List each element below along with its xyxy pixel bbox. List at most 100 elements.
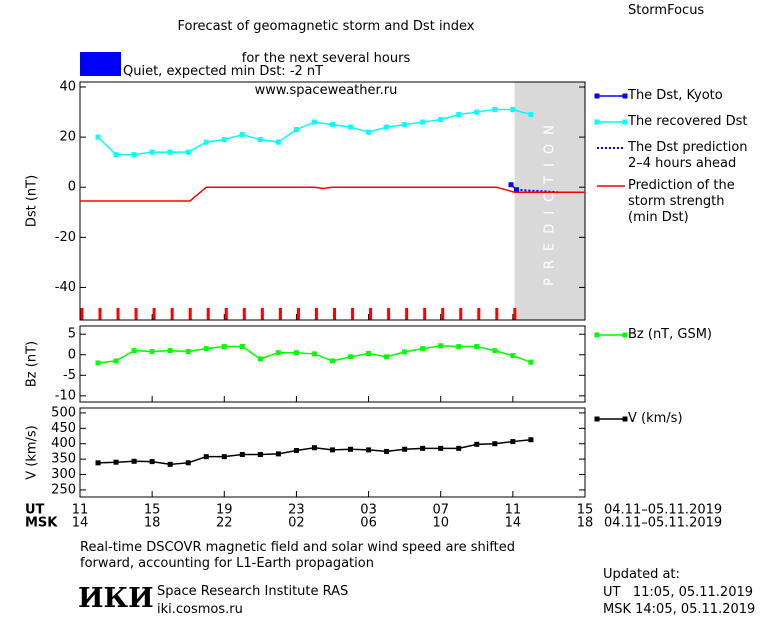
point <box>311 445 317 451</box>
legend-entry: Bz (nT, GSM) <box>628 327 713 342</box>
x-tick-label: 15 <box>144 503 161 518</box>
prediction-label: PREDICTION <box>542 116 557 286</box>
legend-icon <box>622 416 628 422</box>
x-tick-label: 11 <box>505 503 522 518</box>
point <box>508 182 514 188</box>
brand: StormFocus <box>628 3 705 18</box>
point <box>113 358 119 364</box>
point <box>131 348 137 354</box>
x-tick-label: 14 <box>72 516 89 531</box>
legend-entry: The Dst, Kyoto <box>628 88 723 103</box>
point <box>492 348 498 354</box>
y-tick-label: 5 <box>68 327 76 342</box>
point <box>293 127 299 133</box>
title-line: www.spaceweather.ru <box>254 83 398 98</box>
institute: Space Research Institute RAS <box>157 584 349 599</box>
point <box>348 354 354 360</box>
y-axis-label: Dst (nT) <box>25 175 40 227</box>
point <box>275 350 281 356</box>
point <box>167 348 173 354</box>
point <box>384 124 390 130</box>
point <box>510 353 516 359</box>
y-tick-label: 250 <box>51 482 76 497</box>
x-tick-label: 07 <box>432 503 449 518</box>
title-line: Forecast of geomagnetic storm and Dst in… <box>177 19 475 34</box>
point <box>257 356 263 362</box>
series-line <box>98 438 531 466</box>
logo: ИКИ <box>78 583 154 614</box>
point <box>95 460 101 466</box>
point <box>456 112 462 118</box>
x-tick-label: 14 <box>505 516 522 531</box>
x-tick-label: 06 <box>360 516 377 531</box>
y-tick-label: -10 <box>55 388 76 403</box>
legend-icon <box>594 119 600 125</box>
point <box>131 458 137 464</box>
point <box>257 137 263 143</box>
y-tick-label: -5 <box>63 368 76 383</box>
site: iki.cosmos.ru <box>157 602 243 617</box>
point <box>420 346 426 352</box>
frame <box>79 407 586 498</box>
point <box>239 344 245 350</box>
point <box>330 122 335 128</box>
point <box>275 139 281 145</box>
point <box>456 445 462 451</box>
point <box>131 152 137 158</box>
point <box>528 112 534 118</box>
point <box>528 437 534 443</box>
x-tick-label: 18 <box>577 516 594 531</box>
point <box>348 446 354 452</box>
updated: UT 11:05, 05.11.2019 <box>603 585 754 600</box>
y-tick-label: 0 <box>68 347 76 362</box>
legend-icon <box>594 416 600 422</box>
title: Forecast of geomagnetic storm and Dst in… <box>120 3 532 115</box>
point <box>330 358 335 364</box>
x-tick-label: 03 <box>360 503 377 518</box>
point <box>149 348 155 354</box>
point <box>257 452 263 458</box>
point <box>402 446 408 452</box>
date-range: 04.11–05.11.2019 <box>604 516 722 531</box>
y-tick-label: -20 <box>55 230 76 245</box>
legend-icon <box>594 332 600 338</box>
legend-entry: Prediction of the storm strength (min Ds… <box>628 178 735 225</box>
point <box>239 452 245 458</box>
updated: Updated at: <box>603 567 680 582</box>
point <box>528 359 534 365</box>
series-line <box>80 186 585 202</box>
y-tick-label: 400 <box>51 436 76 451</box>
legend-icon <box>622 332 628 338</box>
x-tick-label: 23 <box>288 503 305 518</box>
point <box>311 119 317 125</box>
point <box>113 152 119 158</box>
row-label: MSK <box>25 516 58 531</box>
date-range: 04.11–05.11.2019 <box>604 503 722 518</box>
point <box>402 122 408 128</box>
point <box>293 350 299 356</box>
note: Real-time DSCOVR magnetic field and sola… <box>80 540 516 571</box>
point <box>420 445 426 451</box>
point <box>330 447 335 453</box>
point <box>438 343 444 349</box>
point <box>185 348 191 354</box>
point <box>348 124 354 130</box>
row-label: UT <box>25 503 45 518</box>
point <box>221 454 227 460</box>
x-tick-label: 19 <box>216 503 233 518</box>
legend-entry: The recovered Dst <box>628 114 748 129</box>
point <box>293 447 299 453</box>
series-line <box>516 188 559 194</box>
point <box>203 346 209 352</box>
point <box>203 454 209 460</box>
prediction-zone <box>514 82 585 320</box>
point <box>510 107 516 113</box>
y-tick-label: 450 <box>51 421 76 436</box>
x-tick-label: 18 <box>144 516 161 531</box>
y-tick-label: 40 <box>59 80 76 95</box>
frame <box>79 325 586 403</box>
updated: MSK 14:05, 05.11.2019 <box>603 602 756 617</box>
point <box>113 459 119 465</box>
y-tick-label: -40 <box>55 280 76 295</box>
